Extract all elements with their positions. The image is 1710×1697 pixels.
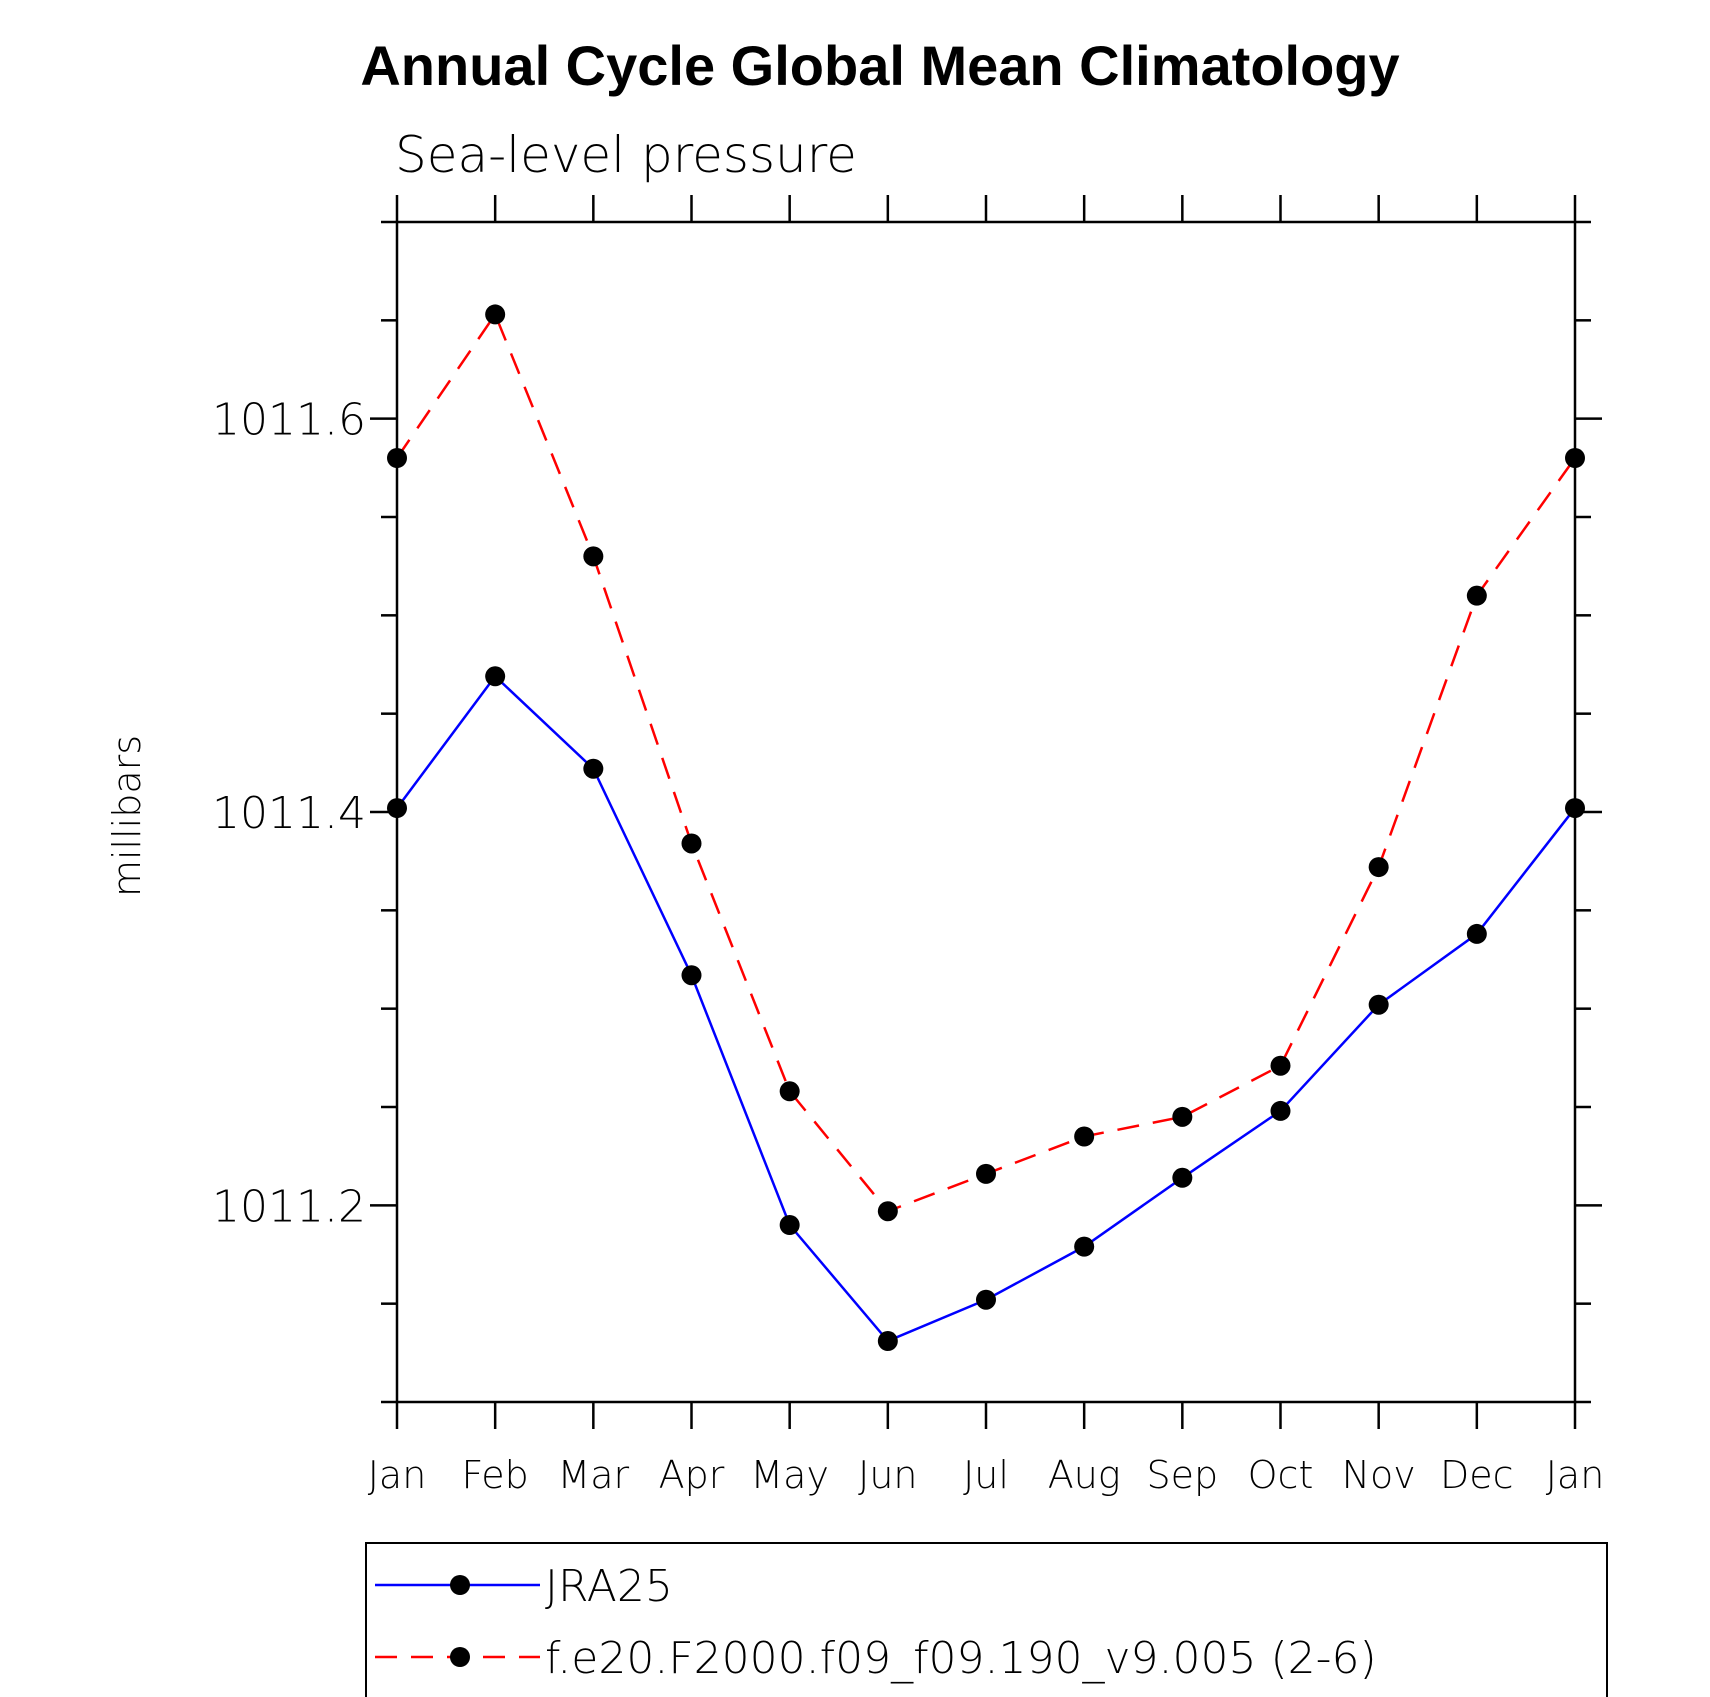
data-point-jra25 bbox=[485, 666, 506, 687]
x-tick-label: Jan bbox=[368, 1453, 427, 1497]
y-axis-label: millibars bbox=[105, 735, 149, 897]
data-point-jra25 bbox=[779, 1215, 800, 1235]
x-tick-label: Jun bbox=[858, 1453, 917, 1497]
chart-subtitle: Sea-level pressure bbox=[395, 126, 857, 184]
series-line-model bbox=[395, 311, 1577, 1213]
data-point-model bbox=[976, 1163, 996, 1184]
data-point-jra25 bbox=[1368, 994, 1389, 1015]
x-tick-label: Aug bbox=[1048, 1453, 1121, 1497]
x-tick-label: Mar bbox=[557, 1453, 629, 1497]
x-tick-label: Nov bbox=[1342, 1453, 1416, 1497]
y-tick-label: 1011.2 bbox=[212, 1181, 366, 1232]
legend-box bbox=[365, 1542, 1608, 1697]
data-point-jra25 bbox=[1270, 1100, 1291, 1121]
data-point-model bbox=[1074, 1126, 1095, 1147]
data-point-model bbox=[1466, 585, 1487, 606]
data-point-model bbox=[681, 833, 702, 854]
x-tick-label: Apr bbox=[659, 1453, 725, 1497]
data-point-jra25 bbox=[976, 1289, 996, 1310]
y-tick-labels: 1011.2 1011.4 1011.6 bbox=[212, 395, 366, 1233]
data-point-jra25 bbox=[877, 1331, 898, 1352]
plot-frame bbox=[395, 220, 1577, 1404]
x-tick-label: Dec bbox=[1440, 1453, 1514, 1497]
x-tick-label: Jan bbox=[1546, 1453, 1605, 1497]
y-tick-label: 1011.4 bbox=[212, 788, 366, 839]
legend-marker-model bbox=[450, 1647, 470, 1667]
data-point-model bbox=[779, 1081, 800, 1102]
axis-ticks bbox=[370, 195, 1602, 1429]
x-tick-label: Oct bbox=[1248, 1453, 1314, 1497]
legend-label-model: f.e20.F2000.f09_f09.190_v9.005 (2-6) bbox=[545, 1633, 1377, 1684]
series-line-jra25 bbox=[395, 674, 1576, 1343]
data-point-jra25 bbox=[1074, 1236, 1095, 1257]
x-tick-label: May bbox=[750, 1453, 829, 1497]
x-tick-label: Feb bbox=[462, 1453, 529, 1497]
x-tick-label: Sep bbox=[1147, 1453, 1219, 1497]
y-tick-label: 1011.6 bbox=[212, 395, 366, 446]
data-point-model bbox=[485, 304, 506, 325]
data-point-model bbox=[1172, 1106, 1193, 1127]
x-tick-labels: Jan Feb Mar Apr May Jun Jul Aug Sep Oct Nov Dec Jan bbox=[368, 1453, 1605, 1497]
data-point-model bbox=[1368, 857, 1389, 878]
data-point-jra25 bbox=[1466, 923, 1487, 944]
legend: JRA25 f.e20.F2000.f09_f09.190_v9.005 (2-… bbox=[365, 1542, 1608, 1697]
data-point-model bbox=[1270, 1055, 1291, 1076]
x-tick-label: Jul bbox=[963, 1453, 1009, 1497]
chart-title: Annual Cycle Global Mean Climatology bbox=[360, 34, 1399, 97]
data-point-model bbox=[583, 546, 604, 567]
data-point-jra25 bbox=[681, 965, 702, 986]
data-point-jra25 bbox=[1172, 1167, 1193, 1188]
data-point-jra25 bbox=[583, 758, 604, 779]
data-point-model bbox=[877, 1201, 898, 1222]
legend-marker-jra25 bbox=[450, 1575, 470, 1595]
legend-label-jra25: JRA25 bbox=[545, 1561, 673, 1612]
series-layer bbox=[387, 304, 1585, 1352]
